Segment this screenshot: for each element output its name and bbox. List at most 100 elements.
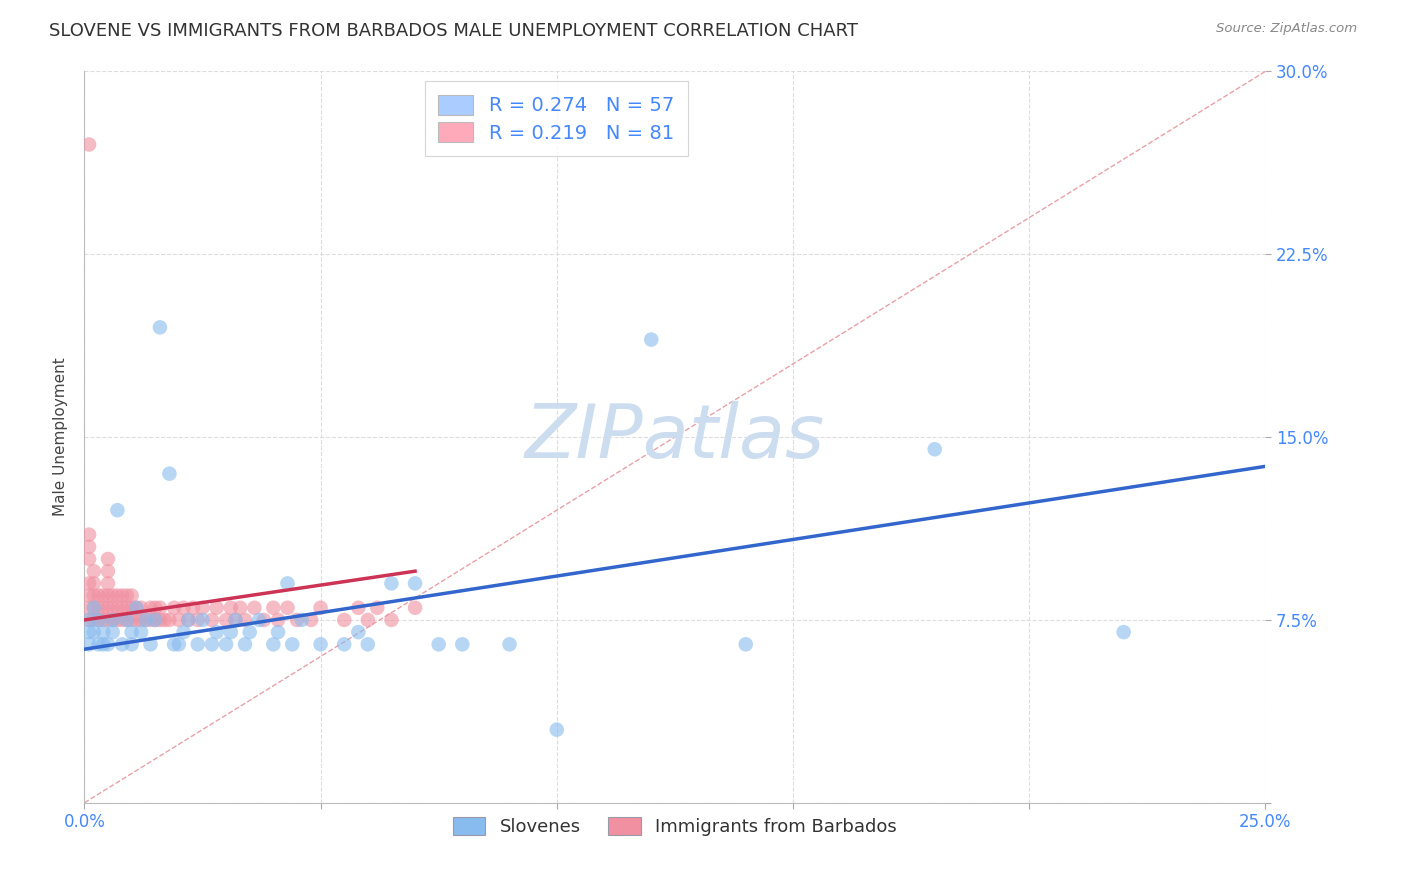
Point xyxy=(191,600,214,615)
Point xyxy=(247,613,270,627)
Point xyxy=(125,613,148,627)
Point xyxy=(101,613,124,627)
Point xyxy=(77,637,100,651)
Point xyxy=(225,613,247,627)
Point xyxy=(87,589,110,603)
Point xyxy=(734,637,756,651)
Point xyxy=(243,600,266,615)
Point xyxy=(924,442,946,457)
Point xyxy=(262,637,284,651)
Point xyxy=(121,625,143,640)
Point xyxy=(107,503,129,517)
Point xyxy=(83,600,105,615)
Point xyxy=(77,540,100,554)
Point xyxy=(97,564,120,578)
Point xyxy=(135,613,157,627)
Point xyxy=(77,613,100,627)
Point xyxy=(153,613,176,627)
Point xyxy=(173,625,195,640)
Point xyxy=(143,613,166,627)
Point xyxy=(163,637,186,651)
Text: Source: ZipAtlas.com: Source: ZipAtlas.com xyxy=(1216,22,1357,36)
Point xyxy=(167,613,190,627)
Point xyxy=(177,613,200,627)
Point xyxy=(404,576,426,591)
Point xyxy=(135,613,157,627)
Point xyxy=(347,600,370,615)
Point xyxy=(640,333,662,347)
Point xyxy=(177,613,200,627)
Point xyxy=(187,637,209,651)
Point xyxy=(77,613,100,627)
Point xyxy=(219,600,242,615)
Point xyxy=(357,613,380,627)
Point xyxy=(281,637,304,651)
Point xyxy=(115,613,138,627)
Point xyxy=(87,600,110,615)
Point xyxy=(546,723,568,737)
Point xyxy=(498,637,520,651)
Point xyxy=(111,637,134,651)
Point xyxy=(139,613,162,627)
Point xyxy=(347,625,370,640)
Point xyxy=(91,589,114,603)
Point xyxy=(83,564,105,578)
Point xyxy=(77,600,100,615)
Point xyxy=(129,613,152,627)
Point xyxy=(253,613,276,627)
Point xyxy=(91,613,114,627)
Point xyxy=(83,613,105,627)
Point xyxy=(91,600,114,615)
Point xyxy=(77,625,100,640)
Point xyxy=(201,613,224,627)
Point xyxy=(121,613,143,627)
Point xyxy=(111,613,134,627)
Point xyxy=(115,600,138,615)
Point xyxy=(111,589,134,603)
Point xyxy=(77,552,100,566)
Point xyxy=(101,613,124,627)
Point xyxy=(107,589,129,603)
Point xyxy=(239,625,262,640)
Point xyxy=(121,600,143,615)
Point xyxy=(276,576,298,591)
Point xyxy=(309,600,332,615)
Point xyxy=(309,637,332,651)
Point xyxy=(77,589,100,603)
Point xyxy=(87,613,110,627)
Point xyxy=(143,613,166,627)
Point xyxy=(121,589,143,603)
Point xyxy=(215,637,238,651)
Point xyxy=(91,625,114,640)
Point xyxy=(97,637,120,651)
Point xyxy=(366,600,388,615)
Point xyxy=(291,613,314,627)
Point xyxy=(111,600,134,615)
Point xyxy=(201,637,224,651)
Point xyxy=(107,613,129,627)
Point xyxy=(205,625,228,640)
Point xyxy=(77,527,100,541)
Point xyxy=(167,637,190,651)
Point xyxy=(205,600,228,615)
Point xyxy=(97,552,120,566)
Point xyxy=(229,600,252,615)
Point xyxy=(267,613,290,627)
Point xyxy=(97,576,120,591)
Point xyxy=(87,637,110,651)
Point xyxy=(101,600,124,615)
Point xyxy=(83,589,105,603)
Point xyxy=(380,613,402,627)
Point xyxy=(233,637,256,651)
Point xyxy=(115,589,138,603)
Point xyxy=(97,613,120,627)
Point xyxy=(149,600,172,615)
Point xyxy=(157,467,180,481)
Point xyxy=(157,613,180,627)
Point xyxy=(333,637,356,651)
Point xyxy=(83,576,105,591)
Text: SLOVENE VS IMMIGRANTS FROM BARBADOS MALE UNEMPLOYMENT CORRELATION CHART: SLOVENE VS IMMIGRANTS FROM BARBADOS MALE… xyxy=(49,22,858,40)
Point xyxy=(262,600,284,615)
Point xyxy=(225,613,247,627)
Point xyxy=(333,613,356,627)
